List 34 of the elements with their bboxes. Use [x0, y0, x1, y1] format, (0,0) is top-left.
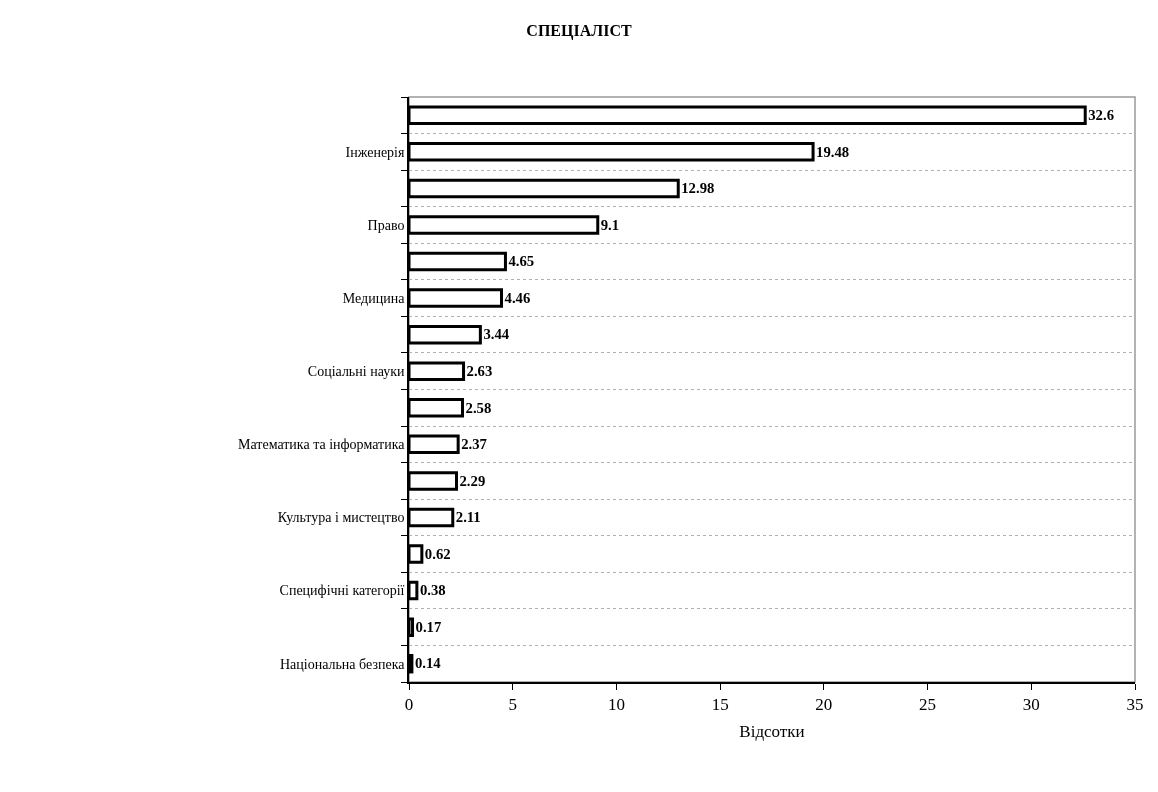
x-tick-label: 25 [919, 695, 937, 715]
data-label: 2.63 [466, 362, 493, 379]
data-label: 12.98 [681, 180, 715, 197]
data-label: 2.29 [459, 472, 486, 489]
data-label: 0.14 [414, 655, 442, 672]
x-tick-label: 20 [815, 695, 833, 715]
data-label: 9.1 [600, 216, 620, 233]
x-tick-label: 35 [1126, 695, 1144, 715]
data-label: 4.46 [504, 289, 531, 306]
y-tick-label: Математика та інформатика [238, 437, 406, 453]
data-label: 0.17 [415, 618, 442, 635]
x-tick-label: 0 [404, 695, 414, 715]
data-label: 2.11 [455, 509, 481, 526]
y-tick-label: Національна безпека [279, 656, 406, 672]
y-tick-label: Медицина [342, 290, 406, 306]
data-label: 19.48 [816, 143, 850, 160]
y-tick-label: Соціальні науки [307, 364, 405, 380]
x-tick-label: 30 [1022, 695, 1040, 715]
data-label: 4.65 [508, 253, 535, 270]
x-tick-label: 5 [508, 695, 517, 715]
y-tick-label: Право [367, 217, 405, 233]
data-label: 0.38 [419, 582, 446, 599]
chart-title: СПЕЦІАЛІСТ [526, 21, 632, 40]
data-label: 32.6 [1088, 107, 1114, 124]
y-tick-label: Специфічні категорії [279, 583, 405, 599]
data-label: 3.44 [483, 326, 510, 343]
x-axis-title: Відсотки [739, 722, 805, 742]
data-label: 2.37 [461, 436, 487, 453]
data-label: 0.62 [424, 545, 451, 562]
data-label: 2.58 [465, 399, 492, 416]
x-tick-label: 15 [711, 695, 729, 715]
x-tick-label: 10 [607, 695, 625, 715]
y-tick-label: Інженерія [345, 144, 405, 160]
y-tick-label: Культура і мистецтво [277, 510, 405, 526]
